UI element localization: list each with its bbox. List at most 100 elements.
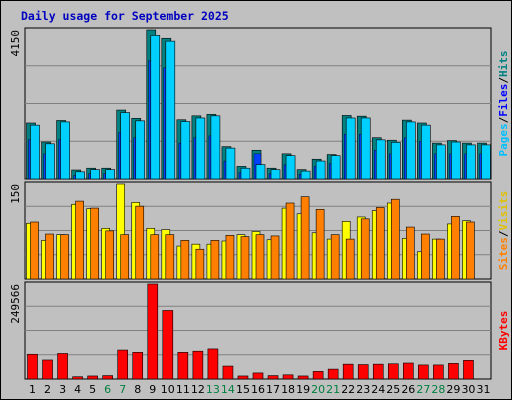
x-tick-label: 15: [236, 383, 250, 396]
x-tick-label: 20: [311, 383, 325, 396]
x-tick-label: 12: [191, 383, 205, 396]
bar-kbytes-day-21: [327, 368, 339, 380]
y-max-label: 249566: [9, 284, 22, 324]
legend-hits-files-pages: Pages/Files/Hits: [497, 51, 510, 157]
y-max-label: 150: [9, 184, 22, 204]
legend-visits-sites: Sites/Visits: [497, 191, 510, 271]
x-tick-label: 17: [266, 383, 280, 396]
bar-pages-day-20: [315, 160, 326, 180]
bar-kbytes-day-9: [147, 283, 159, 380]
bar-kbytes-day-27: [418, 364, 429, 380]
bar-pages-day-16: [255, 164, 266, 180]
bar-kbytes-day-1: [27, 353, 38, 380]
bar-pages-day-5: [90, 169, 100, 180]
panel-hits-files-pages: 4150: [9, 27, 492, 180]
bar-pages-day-12: [195, 117, 206, 180]
bar-kbytes-day-17: [267, 375, 279, 380]
bar-pages-day-25: [390, 142, 401, 180]
bar-sites-day-5: [90, 207, 99, 280]
legend-item-hits: Hits: [497, 51, 510, 78]
bar-kbytes-day-12: [192, 350, 204, 380]
bar-kbytes-day-18: [282, 374, 294, 380]
x-tick-label: 13: [206, 383, 220, 396]
x-tick-label: 29: [446, 383, 460, 396]
bar-pages-day-1: [30, 124, 40, 180]
bar-kbytes-day-7: [117, 349, 129, 380]
bar-sites-day-4: [75, 200, 84, 280]
bar-pages-day-22: [345, 117, 356, 180]
bar-sites-day-15: [240, 236, 250, 280]
chart-title: Daily usage for September 2025: [21, 9, 229, 23]
bar-sites-day-16: [255, 234, 265, 280]
bar-pages-day-17: [270, 169, 281, 180]
bar-sites-day-3: [60, 234, 69, 280]
x-tick-label: 25: [386, 383, 400, 396]
bar-sites-day-23: [360, 218, 370, 280]
x-tick-label: 4: [74, 383, 81, 396]
legend-separator: /: [497, 77, 510, 84]
bar-kbytes-day-13: [207, 348, 219, 380]
bar-kbytes-day-23: [357, 364, 369, 380]
legend-item-files: Files: [497, 84, 510, 117]
bar-pages-day-3: [60, 121, 70, 180]
bar-pages-day-10: [165, 40, 176, 180]
legend-kbytes: KBytes: [497, 311, 510, 351]
x-tick-label: 14: [221, 383, 235, 396]
bar-kbytes-day-28: [433, 364, 444, 380]
bar-pages-day-19: [300, 170, 311, 180]
bar-sites-day-11: [180, 240, 190, 280]
bar-pages-day-26: [406, 121, 416, 180]
bar-pages-day-6: [105, 169, 115, 180]
bar-pages-day-7: [120, 112, 131, 180]
legend-item-pages: Pages: [497, 123, 510, 156]
x-tick-label: 18: [281, 383, 295, 396]
bar-sites-day-28: [436, 238, 445, 280]
bar-sites-day-1: [30, 221, 39, 280]
x-tick-label: 26: [401, 383, 415, 396]
bar-sites-day-10: [165, 234, 175, 280]
bar-kbytes-day-8: [132, 352, 144, 380]
x-tick-label: 23: [356, 383, 370, 396]
x-tick-label: 1: [29, 383, 36, 396]
bar-kbytes-day-3: [57, 353, 68, 380]
bar-sites-day-12: [195, 248, 205, 280]
bar-sites-day-26: [406, 226, 415, 280]
bar-kbytes-day-14: [222, 365, 234, 380]
x-tick-label: 6: [104, 383, 111, 396]
x-tick-label: 31: [476, 383, 490, 396]
bar-sites-day-21: [330, 234, 340, 280]
bar-kbytes-day-20: [312, 371, 324, 380]
bar-kbytes-day-6: [102, 375, 113, 380]
x-tick-label: 2: [44, 383, 51, 396]
x-tick-label: 10: [161, 383, 175, 396]
bar-sites-day-22: [345, 238, 355, 280]
bar-kbytes-day-11: [177, 352, 189, 380]
panel-visits-sites: 150: [9, 181, 492, 280]
bar-sites-day-6: [105, 230, 114, 280]
bar-sites-day-7: [120, 234, 130, 280]
bar-pages-day-29: [451, 141, 461, 180]
bar-sites-day-17: [270, 235, 280, 280]
bar-pages-day-14: [225, 147, 236, 180]
x-tick-label: 30: [461, 383, 475, 396]
bar-pages-day-15: [240, 167, 251, 180]
x-tick-label: 21: [326, 383, 340, 396]
bar-pages-day-8: [135, 120, 146, 180]
bar-kbytes-day-25: [387, 363, 399, 380]
bar-sites-day-18: [285, 202, 295, 280]
bar-pages-day-11: [180, 121, 191, 180]
bar-sites-day-27: [421, 233, 430, 280]
bar-kbytes-day-2: [42, 359, 53, 380]
legend-item-visits: Visits: [497, 191, 510, 231]
bar-pages-day-27: [421, 124, 431, 180]
x-tick-label: 24: [371, 383, 385, 396]
y-max-label: 4150: [9, 30, 22, 57]
x-tick-label: 7: [119, 383, 126, 396]
x-tick-label: 9: [149, 383, 156, 396]
bar-kbytes-day-5: [87, 375, 98, 380]
bar-sites-day-8: [135, 205, 145, 280]
bar-pages-day-28: [436, 144, 446, 180]
bar-sites-day-25: [390, 198, 400, 280]
bar-pages-day-2: [45, 143, 55, 180]
bar-pages-day-21: [330, 155, 341, 180]
